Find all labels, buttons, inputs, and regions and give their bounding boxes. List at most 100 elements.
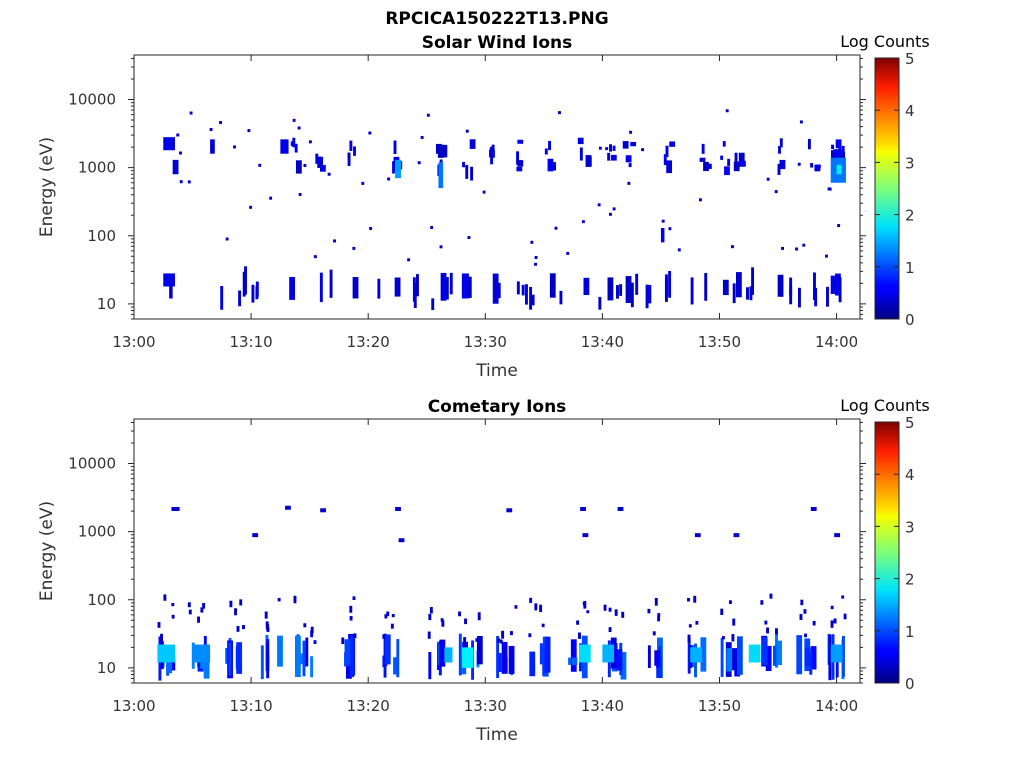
speckle-point — [313, 640, 317, 644]
speckle-cell — [294, 143, 298, 153]
speckle-cell — [625, 276, 632, 303]
panel-title: Cometary Ions — [428, 397, 567, 417]
speckle-point — [497, 638, 501, 643]
speckle-cell — [517, 139, 524, 144]
speckle-cell — [525, 284, 528, 305]
speckle-point — [614, 609, 618, 616]
speckle-cell — [516, 281, 520, 295]
speckle-cell — [622, 141, 629, 149]
speckle-cell — [319, 272, 323, 303]
speckle-cell — [722, 279, 729, 296]
y-tick-label: 1000 — [78, 159, 116, 177]
speckle-point — [427, 631, 431, 639]
speckle-point — [775, 628, 778, 635]
speckle-point — [597, 203, 601, 207]
speckle-point — [530, 240, 534, 244]
plot-area — [157, 505, 847, 681]
plot-frame — [133, 418, 861, 684]
speckle-cell — [645, 284, 649, 309]
speckle-point — [475, 638, 479, 642]
speckle-point — [428, 613, 432, 621]
speckle-point — [506, 508, 513, 513]
speckle-cell — [616, 285, 619, 299]
speckle-point — [799, 614, 803, 620]
speckle-point — [621, 611, 625, 618]
speckle-point — [398, 538, 405, 543]
colorbar-solar-wind: Log Counts 0 1 2 3 4 5 — [840, 32, 930, 329]
speckle-point — [668, 227, 672, 231]
speckle-cell — [571, 657, 578, 666]
speckle-cell — [789, 277, 793, 296]
speckle-point — [731, 245, 734, 249]
heatmap-cell — [660, 227, 665, 243]
speckle-point — [189, 111, 193, 115]
speckle-point — [219, 121, 223, 125]
x-tick-label: 13:20 — [347, 697, 390, 715]
speckle-cell — [203, 652, 210, 679]
speckle-cell — [669, 141, 676, 147]
speckle-point — [612, 207, 616, 211]
speckle-point — [566, 251, 570, 255]
speckle-point — [236, 626, 240, 632]
speckle-point — [578, 632, 581, 639]
speckle-point — [285, 505, 291, 510]
speckle-point — [197, 616, 200, 623]
speckle-point — [576, 620, 580, 625]
speckle-cell — [777, 163, 781, 175]
speckle-point — [812, 620, 816, 626]
speckle-cell — [548, 140, 551, 151]
speckle-point — [764, 620, 768, 625]
speckle-cell — [609, 144, 612, 152]
speckle-point — [320, 508, 326, 513]
plot-frame — [133, 54, 861, 320]
speckle-cell — [228, 642, 232, 676]
speckle-point — [608, 607, 612, 612]
speckle-point — [249, 205, 253, 209]
speckle-point — [467, 236, 471, 240]
speckle-point — [582, 533, 589, 538]
speckle-cell — [838, 277, 842, 303]
speckle-point — [837, 224, 841, 228]
speckle-cell — [469, 139, 476, 149]
speckle-point — [426, 113, 430, 117]
speckle-point — [760, 600, 764, 605]
speckle-point — [277, 597, 281, 602]
speckle-point — [554, 226, 558, 230]
speckle-point — [534, 255, 538, 259]
speckle-point — [779, 164, 783, 168]
speckle-cell — [544, 636, 551, 673]
speckle-point — [176, 133, 180, 137]
speckle-point — [252, 533, 259, 538]
speckle-point — [384, 614, 388, 619]
speckle-cell — [705, 163, 712, 170]
speckle-point — [233, 145, 236, 149]
speckle-cell — [437, 144, 444, 158]
speckle-cell — [496, 635, 500, 679]
speckle-cell — [779, 138, 783, 148]
speckle-cell — [814, 164, 821, 169]
speckle-point — [687, 634, 691, 643]
speckle-point — [841, 595, 845, 599]
colorbar-tick-label: 5 — [905, 414, 915, 432]
speckle-cell — [630, 282, 634, 308]
speckle-point — [514, 605, 518, 609]
speckle-cell — [690, 277, 694, 305]
speckle-cell — [236, 642, 243, 674]
speckle-point — [310, 630, 314, 638]
speckle-cell — [290, 141, 294, 147]
speckle-cell — [833, 149, 840, 164]
colorbar-tick-label: 1 — [905, 623, 915, 641]
speckle-point — [239, 599, 243, 606]
heatmap-cell — [163, 273, 175, 287]
speckle-cell — [458, 633, 462, 676]
speckle-cell — [317, 156, 324, 168]
speckle-cell — [547, 158, 554, 172]
speckle-cell — [462, 161, 466, 168]
speckle-point — [830, 620, 834, 628]
colorbar-tick-label: 4 — [905, 102, 915, 120]
speckle-point — [797, 162, 801, 166]
speckle-cell — [225, 648, 229, 664]
speckle-cell — [329, 269, 333, 298]
speckle-cell — [549, 273, 556, 298]
y-tick-label: 1000 — [78, 523, 116, 541]
